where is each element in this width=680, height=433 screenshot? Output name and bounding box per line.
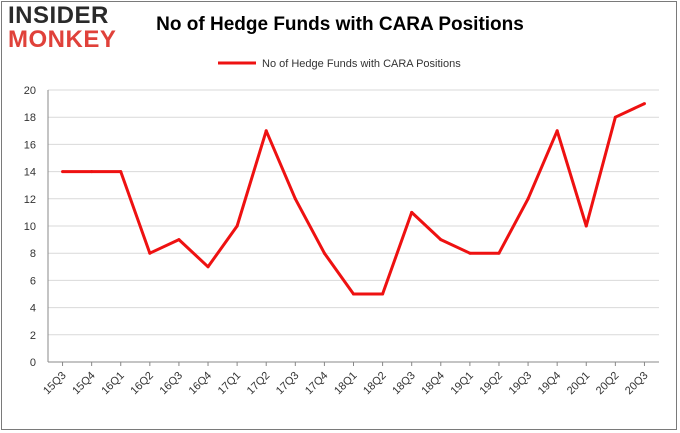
data-point xyxy=(642,102,646,106)
x-tick-label: 15Q4 xyxy=(70,370,98,398)
chart-title: No of Hedge Funds with CARA Positions xyxy=(156,14,524,35)
x-tick-label: 16Q1 xyxy=(99,370,127,398)
x-tick-label: 20Q3 xyxy=(623,370,651,398)
y-tick-label: 8 xyxy=(30,248,36,260)
x-tick-label: 18Q2 xyxy=(361,370,389,398)
legend: No of Hedge Funds with CARA Positions xyxy=(218,58,461,70)
x-tick-label: 17Q4 xyxy=(303,370,331,398)
series-group xyxy=(61,102,646,296)
y-tick-label: 2 xyxy=(30,330,36,342)
x-tick-label: 16Q4 xyxy=(187,370,215,398)
data-point xyxy=(90,170,94,174)
data-point xyxy=(61,170,65,174)
x-tick-label: 18Q3 xyxy=(390,370,418,398)
data-point xyxy=(177,238,181,242)
data-point xyxy=(322,251,326,255)
data-point xyxy=(119,170,123,174)
data-point xyxy=(206,265,210,269)
y-axis-ticks: 0 2 4 6 8 10 12 14 16 18 20 xyxy=(24,85,36,369)
x-tick-label: 20Q2 xyxy=(594,370,622,398)
x-tick-label: 20Q1 xyxy=(565,370,593,398)
data-point xyxy=(613,115,617,119)
x-tick-label: 15Q3 xyxy=(41,370,69,398)
data-point xyxy=(439,238,443,242)
x-tick-label: 17Q1 xyxy=(216,370,244,398)
y-tick-label: 0 xyxy=(30,357,36,369)
logo-line-2: MONKEY xyxy=(8,26,117,53)
insider-monkey-logo: INSIDER MONKEY xyxy=(8,4,130,56)
x-tick-label: 19Q4 xyxy=(536,370,564,398)
y-tick-label: 16 xyxy=(24,139,36,151)
x-tick-label: 18Q1 xyxy=(332,370,360,398)
x-tick-label: 19Q3 xyxy=(507,370,535,398)
data-point xyxy=(148,251,152,255)
data-point xyxy=(264,129,268,133)
x-tick-label: 19Q1 xyxy=(448,370,476,398)
x-tick-label: 17Q2 xyxy=(245,370,273,398)
data-point xyxy=(584,224,588,228)
y-tick-label: 18 xyxy=(24,112,36,124)
x-tick-label: 19Q2 xyxy=(478,370,506,398)
data-point xyxy=(381,292,385,296)
y-tick-label: 6 xyxy=(30,275,36,287)
data-point xyxy=(526,197,530,201)
data-point xyxy=(410,210,414,214)
legend-label: No of Hedge Funds with CARA Positions xyxy=(262,58,461,70)
x-tick-label: 16Q2 xyxy=(128,370,156,398)
data-point xyxy=(497,251,501,255)
data-point xyxy=(555,129,559,133)
logo-line-1: INSIDER xyxy=(8,2,109,29)
x-tick-label: 17Q3 xyxy=(274,370,302,398)
y-tick-label: 20 xyxy=(24,85,36,97)
data-point xyxy=(352,292,355,296)
y-tick-label: 4 xyxy=(30,303,36,315)
y-tick-label: 10 xyxy=(24,221,36,233)
data-point xyxy=(235,224,239,228)
x-axis-ticks: 15Q3 15Q4 16Q1 16Q2 16Q3 16Q4 17Q1 17Q2 17Q3 17Q4… xyxy=(41,362,651,398)
y-tick-label: 12 xyxy=(24,194,36,206)
x-tick-label: 18Q4 xyxy=(419,370,447,398)
data-point xyxy=(293,197,297,201)
y-tick-label: 14 xyxy=(24,167,36,179)
x-tick-label: 16Q3 xyxy=(158,370,186,398)
data-point xyxy=(468,251,472,255)
